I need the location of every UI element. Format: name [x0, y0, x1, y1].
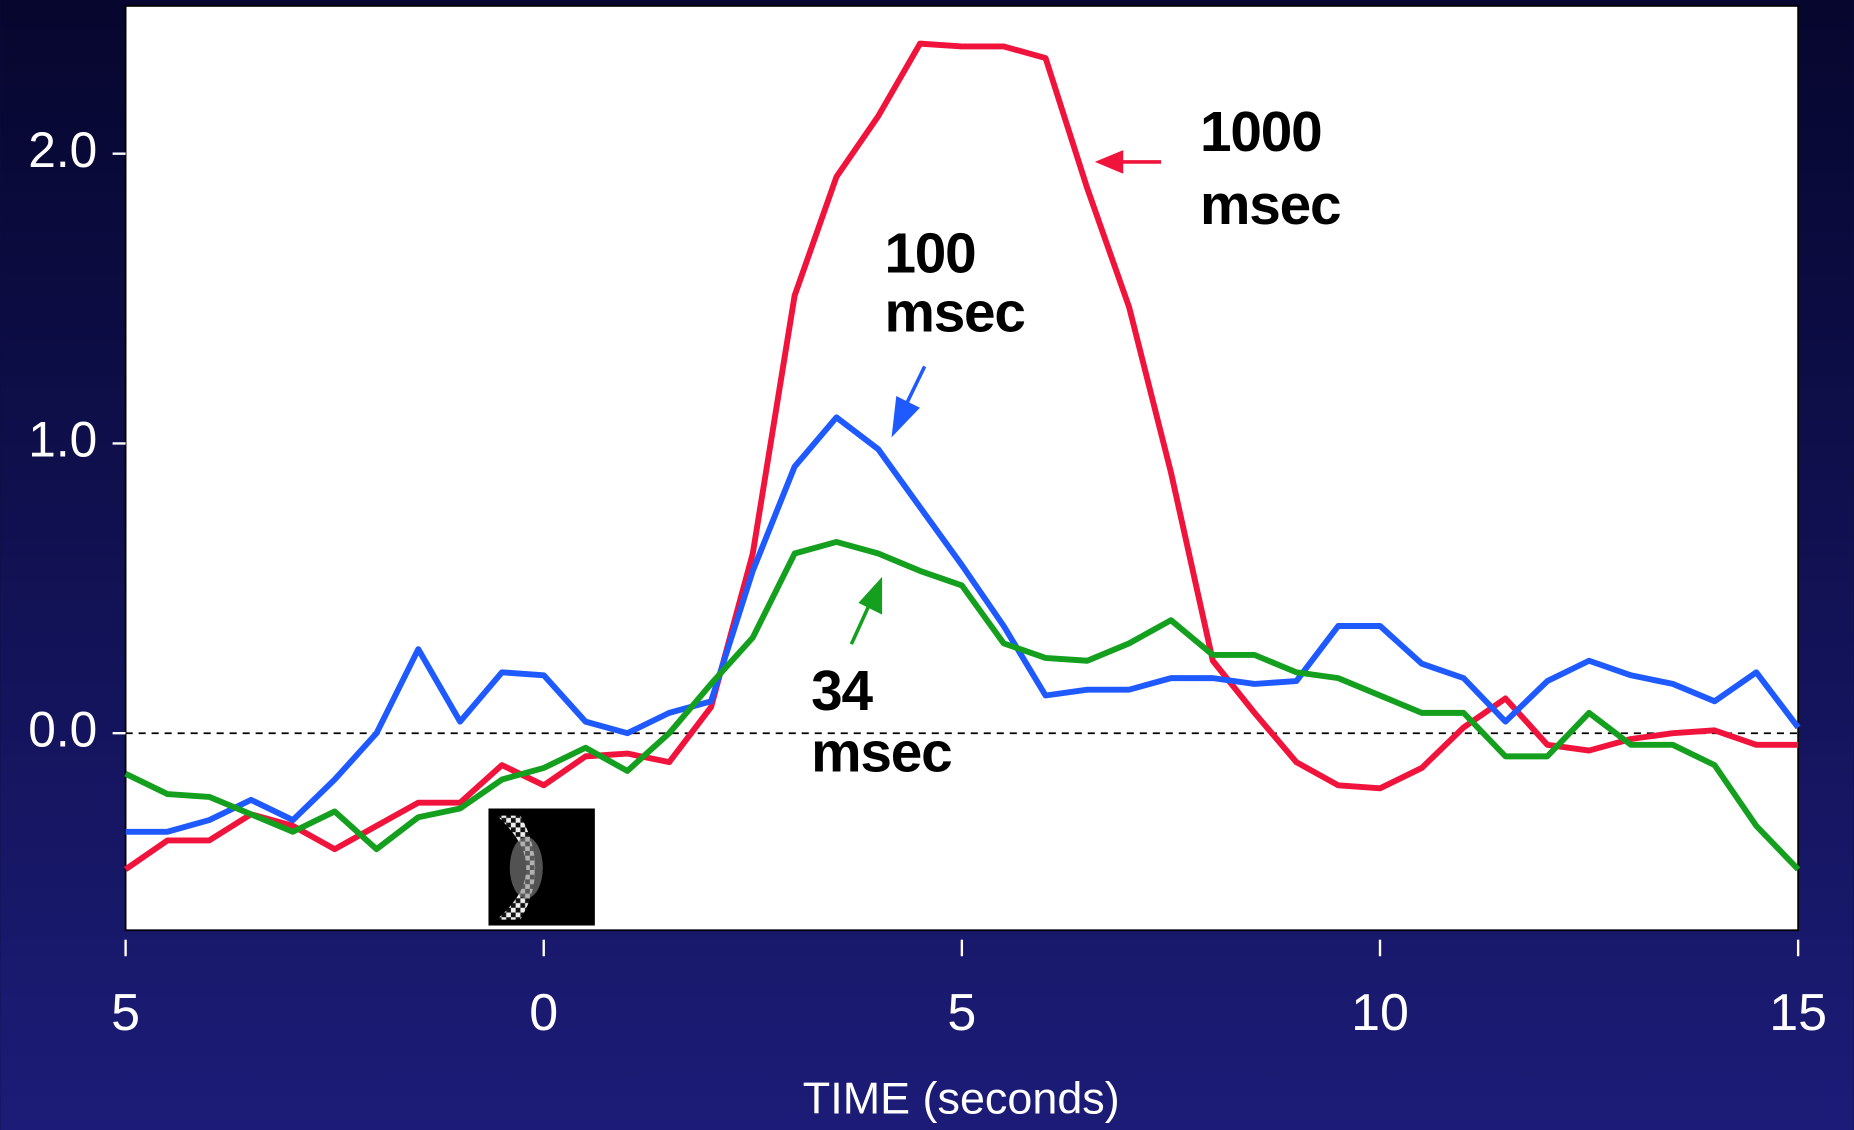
x-tick-label: 5 [947, 984, 976, 1042]
page: TIME (seconds) 0.01.02.050510151000msec1… [0, 0, 1854, 1130]
annotation: 34 [811, 660, 873, 723]
annotation: msec [811, 721, 951, 784]
y-tick-label: 0.0 [28, 701, 97, 757]
annotation: 100 [884, 223, 975, 286]
annotation: msec [884, 282, 1024, 345]
x-axis-label: TIME (seconds) [803, 1072, 1120, 1123]
x-tick-label: 0 [529, 984, 558, 1042]
annotation: 1000 [1200, 101, 1321, 164]
x-tick-label: 10 [1351, 984, 1409, 1042]
chart: TIME (seconds) 0.01.02.050510151000msec1… [0, 0, 1854, 1130]
y-tick-label: 1.0 [28, 412, 97, 468]
stimulus-thumbnail [488, 808, 594, 925]
x-tick-label: 5 [111, 984, 140, 1042]
y-tick-label: 2.0 [28, 122, 97, 178]
annotation: msec [1200, 174, 1340, 237]
x-tick-label: 15 [1769, 984, 1827, 1042]
plot-area [126, 6, 1799, 930]
